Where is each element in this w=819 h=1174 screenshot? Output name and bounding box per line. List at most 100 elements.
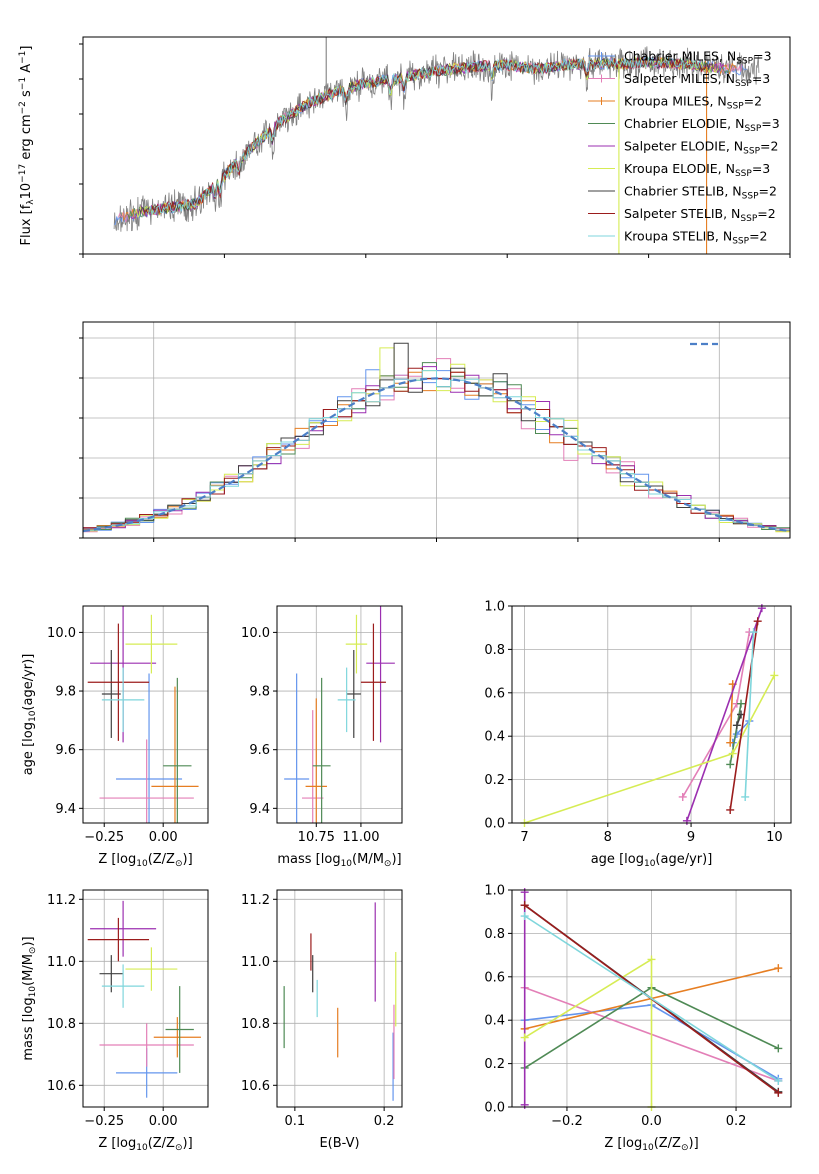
legend-label-n: =3: [761, 116, 779, 131]
age_vs_mass-xlabel-text: mass [log: [277, 852, 340, 867]
age_vs_Z-xtick-label: 0.00: [149, 830, 178, 845]
age_vs_Z-frame: [82, 605, 209, 824]
age_vs_Z-point-kroupa_stelib: [101, 667, 145, 733]
weight_vs_Z-series-kroupa_stelib: [520, 912, 783, 1085]
weight_vs_Z-xtick-label: 0.2: [726, 1114, 747, 1129]
weight_vs_age-ytick-label: 0.0: [484, 817, 505, 832]
mass_vs_ebv-xlabel: E(B-V): [319, 1136, 359, 1151]
age_vs_Z-ylabel-text: age [log: [21, 722, 36, 775]
mass_vs_ebv-panel: 0.1 0.2 10.6 10.8 11.0 11.2 E(B-V): [241, 889, 403, 1151]
age_vs_mass-ytick-label: 9.6: [249, 743, 270, 758]
mass_vs_Z-ylabel-end: )]: [21, 936, 36, 946]
weight_vs_Z-series-salpeter_elodie: [520, 888, 529, 1109]
weight_vs_age-line-salpeter_elodie: [686, 607, 763, 822]
legend-entry-chabrier_stelib: Chabrier STELIB, NSSP=2: [588, 184, 777, 202]
mass_vs_Z-xlabel-end: )]: [183, 1136, 193, 1151]
mass_vs_ebv-frame: [276, 889, 403, 1108]
age_vs_Z-xtick-label: −0.25: [84, 830, 124, 845]
weight_vs_Z-xtick-label: 0.0: [641, 1114, 662, 1129]
legend-label-kroupa_miles: Kroupa MILES, NSSP=2: [624, 94, 762, 112]
mass_vs_Z-xtick-label: −0.25: [84, 1114, 124, 1129]
weight_vs_Z-marker-kroupa_stelib: [520, 912, 529, 921]
spectrum-ylabel-sup: −1: [18, 51, 28, 64]
weight_vs_Z-line-kroupa_stelib: [524, 915, 779, 1082]
spectrum-ylabel-a: A: [19, 64, 34, 77]
legend-label-text: Chabrier STELIB, N: [624, 184, 742, 199]
weight_vs_age-line-kroupa_elodie: [524, 675, 776, 824]
spectrum-ylabel-mid: 10: [19, 183, 34, 200]
legend-label-text: Kroupa MILES, N: [624, 94, 727, 109]
legend-label-n: =2: [749, 229, 767, 244]
weight_vs_age-marker-salpeter_stelib: [726, 805, 735, 814]
weight_vs_age-xlabel-sub: 10: [644, 859, 656, 869]
weight_vs_Z-xtick-label: −0.2: [551, 1114, 583, 1129]
spectrum-plot-area: [113, 37, 760, 254]
legend-label-n: =2: [757, 206, 775, 221]
weight_vs_age-ytick-label: 0.2: [484, 773, 505, 788]
weight_vs_Z-marker-salpeter_elodie: [520, 888, 529, 897]
mass_vs_Z-frame: [82, 889, 209, 1108]
weight_vs_Z-marker-salpeter_stelib: [774, 1088, 783, 1097]
age_vs_Z-panel: −0.25 0.009.49.69.810.0Z [log10(Z/Z⊙)]age…: [21, 605, 209, 869]
mass_vs_ebv-plot-area: [283, 902, 397, 1101]
mass_vs_Z-ytick-label: 10.8: [47, 1017, 76, 1032]
residuals-frame: [82, 321, 791, 539]
mass_vs_ebv-ytick-label: 10.6: [241, 1079, 270, 1094]
weight_vs_Z-ytick-label: 0.4: [484, 1014, 505, 1029]
mass_vs_Z-ylabel-rest: (M/M: [21, 954, 36, 986]
age_vs_mass-point-chabrier_stelib: [346, 649, 361, 738]
age_vs_Z-plot-area: [87, 606, 199, 823]
legend-label-sub: SSP: [744, 124, 761, 134]
weight_vs_age-xtick-label: 10: [766, 830, 783, 845]
weight_vs_Z-xlabel-end: )]: [689, 1136, 699, 1151]
legend-label-sub: SSP: [742, 192, 759, 202]
weight_vs_Z-xlabel-sub: 10: [642, 1143, 654, 1153]
legend-label-sub: SSP: [736, 57, 753, 67]
spectrum-ylabel-rest: erg cm: [19, 114, 34, 163]
mass_vs_Z-xlabel-sub2: ⊙: [175, 1143, 183, 1153]
weight_vs_age-frame: [511, 605, 792, 824]
legend-label-text: Salpeter MILES, N: [624, 71, 735, 86]
mass_vs_ebv-ytick-label: 11.2: [241, 893, 270, 908]
age_vs_Z-ytick-label: 9.6: [55, 743, 76, 758]
legend-entry-kroupa_elodie: Kroupa ELODIE, NSSP=3: [588, 161, 770, 179]
weight_vs_Z-marker-salpeter_elodie: [520, 1100, 529, 1109]
weight_vs_age-marker-salpeter_miles: [678, 792, 687, 801]
legend-label-sub: SSP: [732, 237, 749, 247]
mass_vs_ebv-ytick-label: 11.0: [241, 955, 270, 970]
mass_vs_Z-xlabel-rest: (Z/Z: [148, 1136, 175, 1151]
residuals-plot-area: [83, 342, 790, 538]
mass_vs_Z-xtick-label: 0.00: [149, 1114, 178, 1129]
weight_vs_age-xtick-label: 8: [604, 830, 612, 845]
mass_vs_Z-xlabel-text: Z [log: [98, 1136, 136, 1151]
age_vs_Z-xlabel-sub: 10: [136, 859, 148, 869]
mass_vs_Z-point-chabrier_stelib: [99, 955, 124, 993]
legend-label-salpeter_stelib: Salpeter STELIB, NSSP=2: [624, 206, 776, 224]
age_vs_Z-ytick-label: 10.0: [47, 626, 76, 641]
legend-label-n: =3: [752, 161, 770, 176]
weight_vs_Z-series-kroupa_elodie: [520, 955, 656, 1111]
legend-entry-kroupa_stelib: Kroupa STELIB, NSSP=2: [588, 229, 768, 247]
legend-entry-kroupa_miles: Kroupa MILES, NSSP=2: [588, 94, 762, 112]
legend-label-sub: SSP: [727, 102, 744, 112]
spectrum-ylabel-sub: λ: [26, 199, 36, 205]
spectrum-panel: Flux [fλ10−17 erg cm−2 s−1 A−1]Chabrier …: [18, 36, 791, 258]
legend-label-text: Kroupa STELIB, N: [624, 229, 732, 244]
age_vs_mass-point-salpeter_miles: [302, 710, 324, 823]
age_vs_mass-frame: [276, 605, 403, 824]
legend-label-sub: SSP: [735, 79, 752, 89]
weight_vs_Z-marker-kroupa_stelib: [774, 1076, 783, 1085]
spectrum-ylabel-sup: −2: [18, 101, 28, 114]
weight_vs_age-marker-chabrier_stelib: [732, 721, 741, 730]
mass_vs_Z-ylabel-sub: 10: [28, 986, 38, 998]
weight_vs_age-xtick-label: 9: [687, 830, 695, 845]
weight_vs_Z-xlabel-sub2: ⊙: [681, 1143, 689, 1153]
age_vs_mass-ytick-label: 9.4: [249, 802, 270, 817]
weight_vs_Z-xlabel-text: Z [log: [604, 1136, 642, 1151]
age_vs_mass-xlabel: mass [log10(M/M⊙)]: [277, 852, 401, 869]
age_vs_mass-panel: 10.75 11.00 9.4 9.6 9.8 10.0 mass [log10(M/M⊙)…: [241, 605, 403, 869]
spectrum-ylabel-end: ]: [19, 46, 34, 51]
weight_vs_age-line-kroupa_stelib: [744, 631, 755, 798]
legend-label-n: =2: [759, 184, 777, 199]
